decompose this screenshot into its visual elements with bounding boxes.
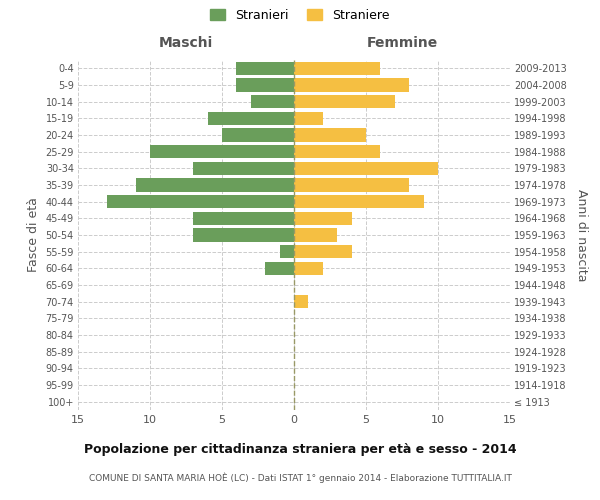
Bar [294,195,424,208]
Bar [294,228,337,241]
Y-axis label: Fasce di età: Fasce di età [27,198,40,272]
Bar [280,245,294,258]
Bar [222,128,294,141]
Bar [294,178,409,192]
Bar [107,195,294,208]
Bar [265,262,294,275]
Bar [251,95,294,108]
Bar [294,145,380,158]
Bar [193,162,294,175]
Bar [236,62,294,75]
Text: Popolazione per cittadinanza straniera per età e sesso - 2014: Popolazione per cittadinanza straniera p… [83,442,517,456]
Bar [150,145,294,158]
Bar [294,128,366,141]
Text: COMUNE DI SANTA MARIA HOÈ (LC) - Dati ISTAT 1° gennaio 2014 - Elaborazione TUTTI: COMUNE DI SANTA MARIA HOÈ (LC) - Dati IS… [89,472,511,483]
Bar [294,212,352,225]
Bar [294,262,323,275]
Bar [294,245,352,258]
Text: Maschi: Maschi [159,36,213,50]
Legend: Stranieri, Straniere: Stranieri, Straniere [210,8,390,22]
Bar [136,178,294,192]
Bar [294,295,308,308]
Bar [294,62,380,75]
Bar [193,212,294,225]
Y-axis label: Anni di nascita: Anni di nascita [575,188,588,281]
Bar [294,162,438,175]
Bar [294,95,395,108]
Bar [208,112,294,125]
Bar [193,228,294,241]
Bar [294,78,409,92]
Bar [294,112,323,125]
Bar [236,78,294,92]
Text: Femmine: Femmine [367,36,437,50]
